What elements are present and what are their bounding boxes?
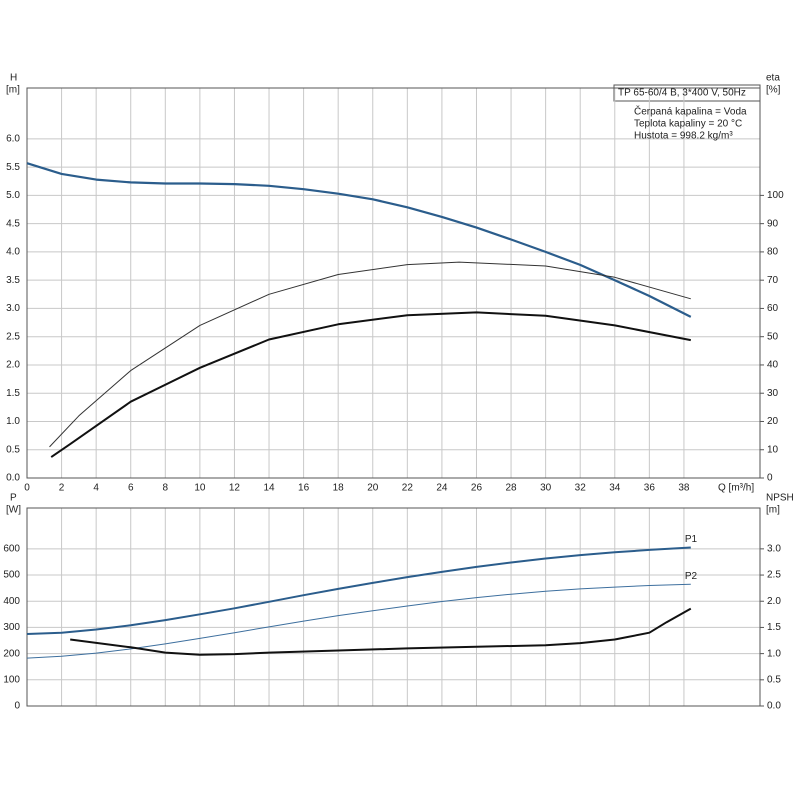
x-tick-label: 2 (59, 483, 65, 494)
x-tick-label: 20 (367, 483, 379, 494)
x-tick-label: 24 (436, 483, 448, 494)
y2-tick-label: 0.5 (767, 674, 781, 685)
x-tick-label: 34 (609, 483, 621, 494)
x-axis-label: Q [m³/h] (718, 483, 754, 494)
y2-tick-label: 10 (767, 444, 779, 455)
y-tick-label: 300 (3, 622, 20, 633)
y-tick-label: 500 (3, 570, 20, 581)
y-tick-label: 3.0 (6, 303, 20, 314)
y-tick-label: 0.0 (6, 473, 20, 484)
curve (50, 311, 691, 458)
y-tick-label: 0 (14, 701, 20, 712)
curve (26, 162, 692, 318)
y2-tick-label: 100 (767, 190, 784, 201)
x-tick-label: 4 (93, 483, 99, 494)
x-tick-label: 30 (540, 483, 552, 494)
x-tick-label: 36 (644, 483, 656, 494)
y2-axis-label: eta (766, 73, 780, 84)
x-tick-label: 18 (333, 483, 345, 494)
y2-tick-label: 2.5 (767, 570, 781, 581)
curve (49, 261, 691, 448)
x-tick-label: 10 (194, 483, 206, 494)
y-tick-label: 6.0 (6, 134, 20, 145)
x-tick-label: 26 (471, 483, 483, 494)
x-tick-label: 12 (229, 483, 241, 494)
curve (70, 607, 692, 656)
y-tick-label: 1.5 (6, 388, 20, 399)
y-tick-label: 100 (3, 674, 20, 685)
y2-tick-label: 3.0 (767, 543, 781, 554)
curve (26, 546, 691, 635)
x-tick-label: 16 (298, 483, 310, 494)
x-tick-label: 8 (163, 483, 169, 494)
y-axis-label: H (10, 73, 17, 84)
y-tick-label: 2.5 (6, 331, 20, 342)
y2-tick-label: 90 (767, 218, 779, 229)
info-line: Teplota kapaliny = 20 °C (634, 119, 742, 130)
plot-frame (26, 507, 761, 707)
y-tick-label: 3.5 (6, 275, 20, 286)
x-tick-label: 22 (402, 483, 414, 494)
x-tick-label: 32 (575, 483, 587, 494)
y-axis-unit: [W] (6, 505, 21, 516)
y2-tick-label: 0 (767, 473, 773, 484)
y2-axis-unit: [m] (766, 505, 780, 516)
y2-tick-label: 30 (767, 388, 779, 399)
y-tick-label: 4.0 (6, 247, 20, 258)
y-tick-label: 600 (3, 543, 20, 554)
y-tick-label: 2.0 (6, 360, 20, 371)
plot-frame (26, 87, 761, 479)
info-line: Hustota = 998.2 kg/m³ (634, 131, 733, 142)
chart-title: TP 65-60/4 B, 3*400 V, 50Hz (618, 88, 746, 99)
curve-label: P1 (685, 534, 698, 545)
info-line: Čerpaná kapalina = Voda (634, 105, 747, 118)
y-tick-label: 200 (3, 648, 20, 659)
x-tick-label: 28 (505, 483, 517, 494)
y2-tick-label: 80 (767, 247, 779, 258)
y2-tick-label: 1.5 (767, 622, 781, 633)
y-tick-label: 1.0 (6, 416, 20, 427)
y-tick-label: 5.0 (6, 190, 20, 201)
y2-tick-label: 1.0 (767, 648, 781, 659)
y2-tick-label: 2.0 (767, 596, 781, 607)
y2-tick-label: 20 (767, 416, 779, 427)
y-axis-unit: [m] (6, 85, 20, 96)
y2-tick-label: 40 (767, 360, 779, 371)
y2-tick-label: 70 (767, 275, 779, 286)
y-tick-label: 5.5 (6, 162, 20, 173)
y2-tick-label: 60 (767, 303, 779, 314)
y2-axis-label: NPSH (766, 493, 794, 504)
x-tick-label: 14 (263, 483, 275, 494)
y2-axis-unit: [%] (766, 85, 781, 96)
curve-label: P2 (685, 571, 698, 582)
x-tick-label: 6 (128, 483, 134, 494)
y2-tick-label: 50 (767, 331, 779, 342)
y-tick-label: 0.5 (6, 444, 20, 455)
x-tick-label: 38 (678, 483, 690, 494)
y-axis-label: P (10, 493, 17, 504)
x-tick-label: 0 (24, 483, 30, 494)
y-tick-label: 4.5 (6, 218, 20, 229)
y2-tick-label: 0.0 (767, 701, 781, 712)
y-tick-label: 400 (3, 596, 20, 607)
